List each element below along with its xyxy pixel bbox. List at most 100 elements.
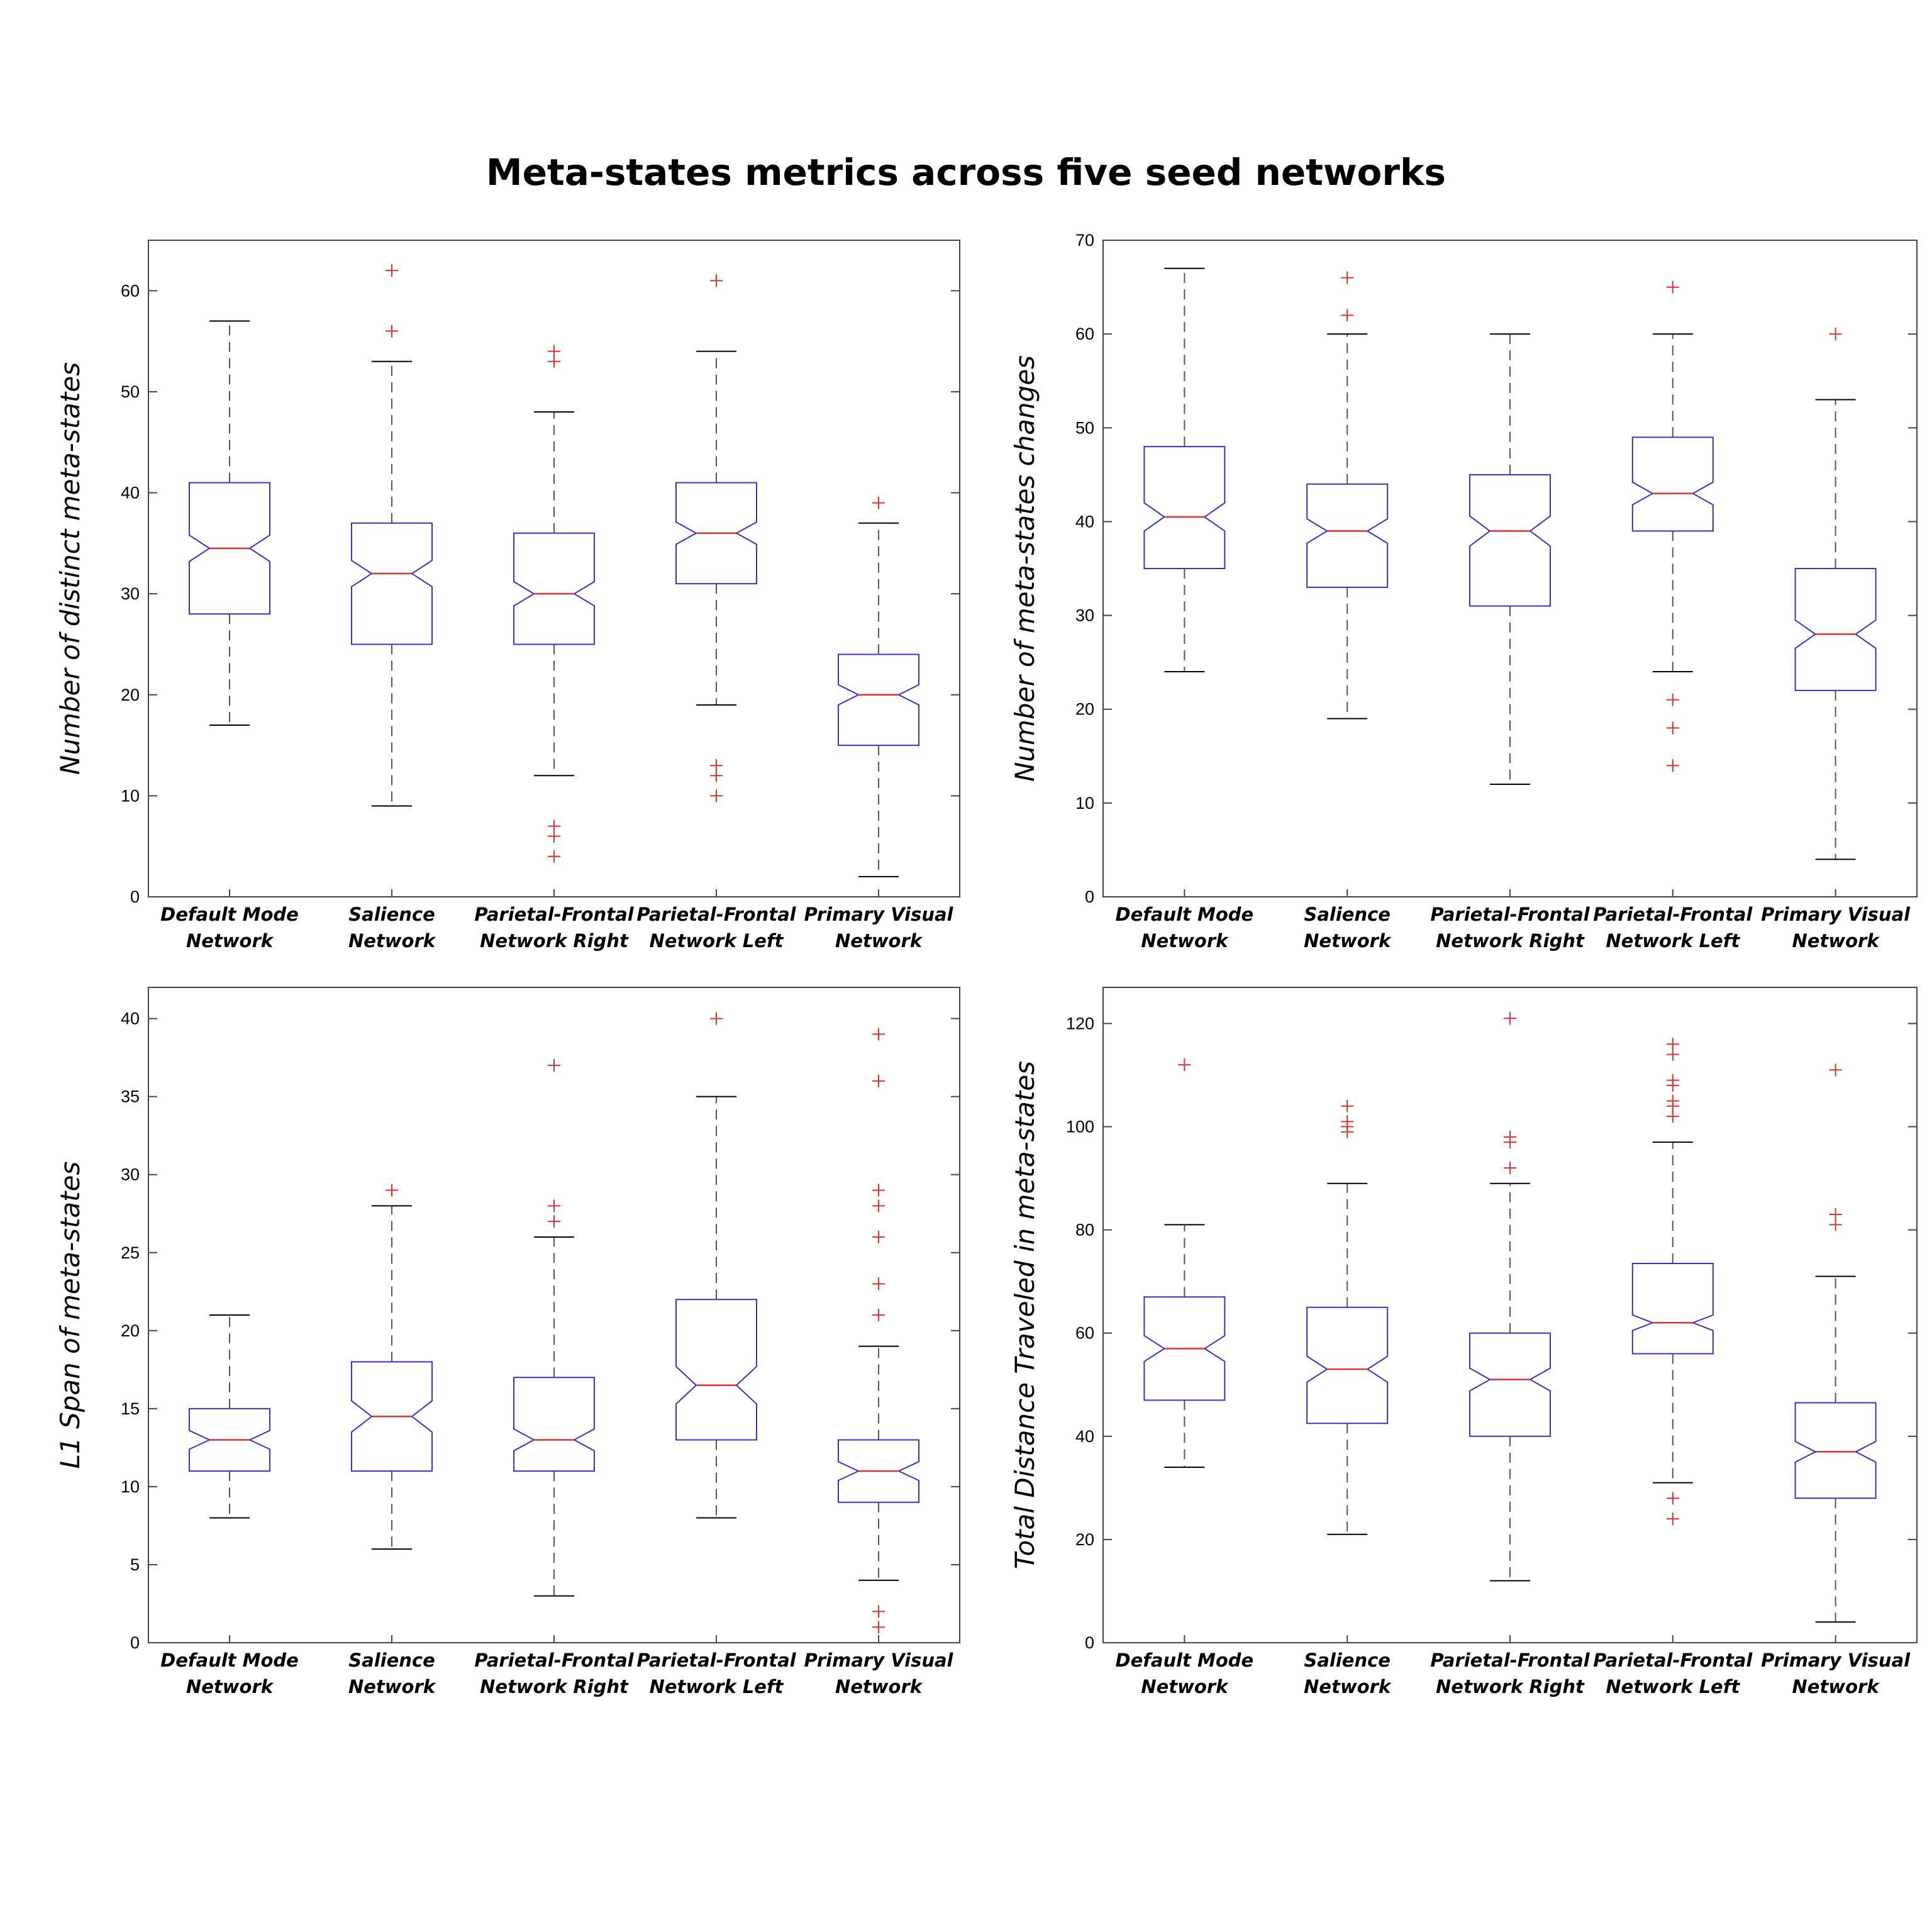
iqr-box xyxy=(1143,446,1226,569)
outlier-marker xyxy=(1666,1094,1679,1108)
category-label: Default Mode xyxy=(160,904,299,925)
outlier-marker xyxy=(710,789,723,802)
outlier-marker xyxy=(1666,1038,1679,1051)
category-label: Parietal-Frontal xyxy=(1430,904,1590,925)
iqr-box xyxy=(351,1361,433,1472)
outlier-marker xyxy=(872,1230,885,1243)
chart-panel-2: 0 10 20 30 40 50 60 70 Number of meta-states cha… xyxy=(1009,231,1918,952)
outlier-marker xyxy=(1829,1063,1842,1077)
iqr-box xyxy=(1306,1306,1389,1424)
y-tick-label: 30 xyxy=(1075,606,1094,625)
y-tick-label: 120 xyxy=(1066,1014,1094,1033)
outlier-marker xyxy=(548,1199,560,1213)
outlier-marker xyxy=(1666,280,1679,294)
y-tick-label: 10 xyxy=(1075,794,1094,813)
box-2 xyxy=(1306,1099,1389,1535)
category-label: Default Mode xyxy=(1116,904,1254,925)
iqr-box xyxy=(675,482,757,585)
category-label: Parietal-Frontal xyxy=(474,1650,634,1671)
outlier-marker xyxy=(872,496,885,509)
outlier-marker xyxy=(386,264,398,277)
category-label: Network xyxy=(1141,930,1229,952)
category-label: Primary Visual xyxy=(1761,1650,1911,1671)
box-3 xyxy=(1469,1012,1551,1582)
category-label: Parietal-Frontal xyxy=(1593,904,1753,925)
box-1 xyxy=(189,1314,270,1519)
outlier-marker xyxy=(548,345,560,358)
category-label: Salience xyxy=(348,904,435,925)
iqr-box xyxy=(189,482,270,615)
category-label: Network Left xyxy=(650,1676,784,1697)
iqr-box xyxy=(513,1377,595,1472)
y-tick-label: 70 xyxy=(1075,231,1094,250)
category-label: Network xyxy=(1792,930,1880,952)
outlier-marker xyxy=(1666,1074,1679,1087)
box-5 xyxy=(1794,328,1877,860)
chart-panel-3: 0 5 10 15 20 25 30 35 40 L1 Span of meta-states De… xyxy=(55,987,960,1697)
outlier-marker xyxy=(872,1277,885,1291)
category-label: Network xyxy=(1141,1676,1229,1697)
box-3 xyxy=(513,1059,595,1597)
outlier-marker xyxy=(1666,721,1679,735)
y-tick-label: 0 xyxy=(1085,887,1094,906)
category-label: Network Left xyxy=(1606,930,1740,952)
category-label: Primary Visual xyxy=(1761,904,1911,925)
category-label: Salience xyxy=(348,1650,435,1671)
category-label: Network xyxy=(1304,1676,1392,1697)
category-label: Network Right xyxy=(480,930,629,952)
outlier-marker xyxy=(1178,1058,1191,1072)
category-label: Salience xyxy=(1304,904,1391,925)
outlier-marker xyxy=(710,1012,723,1025)
y-tick-label: 30 xyxy=(121,584,140,603)
category-label: Parietal-Frontal xyxy=(636,904,796,925)
box-4 xyxy=(675,1012,757,1519)
outlier-marker xyxy=(872,1074,885,1087)
iqr-box xyxy=(838,1439,919,1503)
iqr-box xyxy=(1794,1402,1877,1499)
iqr-box xyxy=(351,522,433,645)
y-axis-label: Total Distance Traveled in meta-states xyxy=(1009,1061,1040,1569)
box-4 xyxy=(1631,280,1714,772)
outlier-marker xyxy=(710,759,723,772)
category-label: Salience xyxy=(1304,1650,1391,1671)
y-tick-label: 40 xyxy=(121,1009,140,1028)
y-tick-label: 40 xyxy=(1075,1427,1094,1446)
outlier-marker xyxy=(1666,1492,1679,1505)
outlier-marker xyxy=(548,850,560,863)
y-tick-label: 50 xyxy=(121,382,140,401)
outlier-marker xyxy=(1829,1208,1842,1221)
box-2 xyxy=(351,264,433,807)
y-tick-label: 20 xyxy=(1075,700,1094,719)
outlier-marker xyxy=(1829,328,1842,341)
figure-title: Meta-states metrics across five seed net… xyxy=(486,151,1446,194)
category-label: Network Left xyxy=(650,930,784,952)
box-5 xyxy=(838,496,919,877)
outlier-marker xyxy=(1666,1513,1679,1526)
category-label: Network Right xyxy=(1436,1676,1585,1697)
outlier-marker xyxy=(872,1309,885,1321)
y-tick-label: 50 xyxy=(1075,418,1094,437)
category-label: Network xyxy=(348,1676,436,1697)
box-2 xyxy=(1306,271,1389,719)
outlier-marker xyxy=(872,1621,885,1634)
y-tick-label: 20 xyxy=(121,686,140,704)
iqr-box xyxy=(1631,436,1714,532)
category-label: Parietal-Frontal xyxy=(1593,1650,1753,1671)
category-label: Default Mode xyxy=(160,1650,299,1671)
box-1 xyxy=(1143,1058,1226,1468)
outlier-marker xyxy=(1341,271,1354,284)
y-tick-label: 0 xyxy=(1085,1633,1094,1652)
y-tick-label: 10 xyxy=(121,786,140,805)
y-tick-label: 0 xyxy=(130,1633,140,1652)
box-5 xyxy=(1794,1063,1877,1623)
iqr-box xyxy=(1143,1296,1226,1401)
category-label: Network xyxy=(186,1676,274,1697)
outlier-marker xyxy=(872,1605,885,1618)
outlier-marker xyxy=(548,1059,560,1072)
box-1 xyxy=(189,320,270,726)
category-label: Network xyxy=(1304,930,1392,952)
y-tick-label: 40 xyxy=(1075,512,1094,531)
y-tick-label: 60 xyxy=(121,281,140,300)
